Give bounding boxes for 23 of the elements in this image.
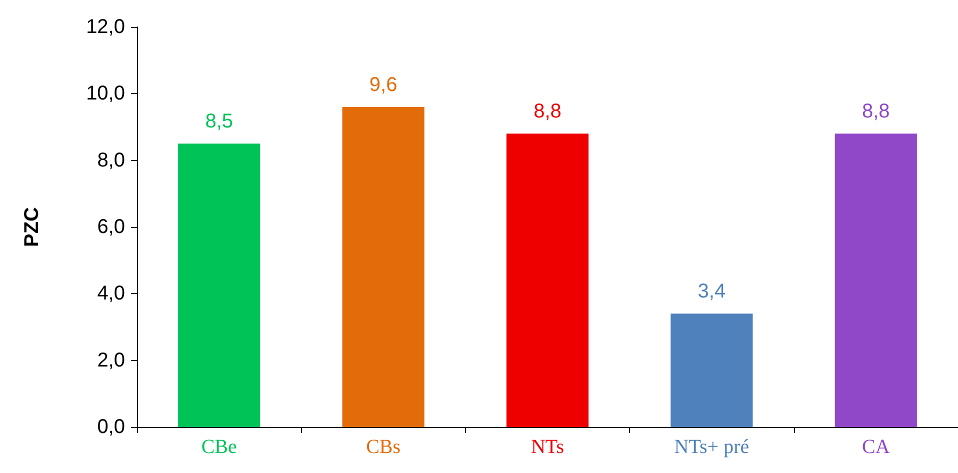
bar [342, 107, 424, 427]
y-tick-label: 10,0 [86, 82, 125, 105]
y-tick-label: 6,0 [97, 216, 125, 238]
y-tick-label: 2,0 [97, 349, 125, 372]
data-label: 8,5 [205, 110, 234, 133]
data-label: 8,8 [534, 100, 562, 123]
y-tick-label: 8,0 [97, 149, 125, 172]
y-tick-label: 12,0 [86, 16, 125, 38]
y-axis-title: PZC [21, 207, 43, 247]
bar [834, 134, 917, 427]
y-tick-label: 0,0 [97, 416, 125, 438]
x-tick-label: CA [862, 436, 890, 458]
x-tick-label: CBs [366, 436, 401, 458]
data-label: 9,6 [369, 74, 398, 96]
x-tick-label: NTs [530, 436, 564, 458]
bar [506, 134, 589, 427]
y-tick-label: 4,0 [97, 282, 125, 305]
data-label: 8,8 [862, 100, 890, 123]
x-tick-label: NTs+ pré [674, 436, 750, 458]
bar [670, 314, 753, 427]
x-tick-label: CBe [201, 436, 237, 458]
bar [178, 144, 260, 427]
data-label: 3,4 [698, 280, 726, 303]
